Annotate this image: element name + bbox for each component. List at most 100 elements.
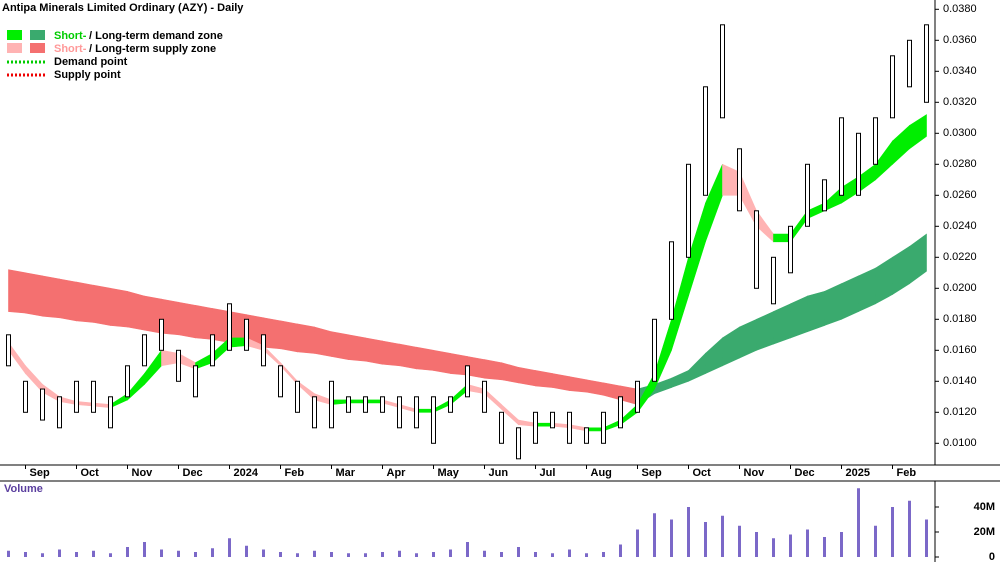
price-bar xyxy=(516,427,521,460)
y-tick-label: 0.0340 xyxy=(943,65,977,77)
volume-bar xyxy=(534,552,537,557)
legend-label: Supply point xyxy=(54,69,121,81)
zones xyxy=(8,114,927,432)
zone-segment xyxy=(178,301,196,339)
zone-segment xyxy=(858,267,876,313)
volume-bar xyxy=(279,552,282,557)
price-bar xyxy=(890,55,895,119)
zone-segment xyxy=(382,340,400,367)
zone-segment xyxy=(8,269,26,314)
volume-bar xyxy=(687,507,690,557)
price-bar xyxy=(771,256,776,305)
price-bar xyxy=(227,303,232,351)
zone-segment xyxy=(42,275,60,319)
zone-segment xyxy=(144,295,162,334)
y-tick-label: 0.0220 xyxy=(943,251,977,263)
x-tick-label: Nov xyxy=(132,467,154,479)
y-tick-label: 0.0240 xyxy=(943,220,977,232)
price-bar xyxy=(465,365,470,398)
price-bar xyxy=(125,365,130,398)
price-bar xyxy=(380,396,385,413)
volume-bar xyxy=(330,552,333,557)
x-tick-label: Aug xyxy=(591,467,612,479)
volume-bar xyxy=(398,550,401,557)
volume-bar xyxy=(619,544,622,557)
price-bar xyxy=(737,148,742,212)
volume-bar xyxy=(636,529,639,557)
zone-segment xyxy=(280,320,298,353)
zone-segment xyxy=(433,349,451,374)
zone-segment xyxy=(535,370,553,388)
price-bar xyxy=(669,241,674,320)
zone-segment xyxy=(161,298,179,336)
legend-short: Short- xyxy=(54,43,87,55)
x-tick-label: Jun xyxy=(489,467,509,479)
y-tick-label: 0.0320 xyxy=(943,96,977,108)
x-tick-label: May xyxy=(438,467,460,479)
zone-segment xyxy=(25,272,43,317)
volume-bar xyxy=(840,532,843,557)
zone-segment xyxy=(807,291,825,333)
zone-segment xyxy=(365,337,383,365)
price-bar xyxy=(584,427,589,444)
volume-bar xyxy=(755,532,758,557)
zone-segment xyxy=(399,343,417,370)
chart-title: Antipa Minerals Limited Ordinary (AZY) -… xyxy=(2,2,244,14)
zone-segment xyxy=(314,326,332,357)
price-bar xyxy=(754,210,759,289)
x-tick-label: Feb xyxy=(897,467,917,479)
price-bar xyxy=(278,365,283,398)
volume-title: Volume xyxy=(4,483,43,495)
zone-segment xyxy=(127,291,145,331)
price-bar xyxy=(74,380,79,413)
price-bar xyxy=(108,396,113,429)
x-tick-label: Mar xyxy=(336,467,356,479)
price-bar xyxy=(448,396,453,413)
price-bar xyxy=(23,380,28,413)
price-bar xyxy=(57,396,62,429)
legend: Short- / Long-term demand zone Short- / … xyxy=(7,30,223,81)
volume-bar xyxy=(772,538,775,557)
volume-bar xyxy=(296,553,299,557)
price-bar xyxy=(261,334,266,367)
volume-bar xyxy=(568,549,571,557)
price-bar xyxy=(839,117,844,196)
zone-segment xyxy=(229,337,247,348)
zone-segment xyxy=(467,356,485,379)
volume-bar xyxy=(75,552,78,557)
price-bar xyxy=(482,380,487,413)
x-tick-label: Oct xyxy=(693,467,712,479)
zone-segment xyxy=(841,275,859,320)
y-tick-label: 0.0280 xyxy=(943,158,977,170)
volume-bar xyxy=(483,550,486,557)
volume-bar xyxy=(432,552,435,557)
volume-bar xyxy=(908,500,911,557)
price-bar xyxy=(397,396,402,429)
volume-bar xyxy=(857,488,860,557)
price-bar xyxy=(40,388,45,421)
zone-segment xyxy=(790,295,808,339)
zone-segment xyxy=(331,331,349,360)
x-tick-label: Oct xyxy=(81,467,100,479)
price-bar xyxy=(720,24,725,119)
price-bar xyxy=(822,179,827,212)
y-tick-label: 0.0120 xyxy=(943,406,977,418)
volume-bar xyxy=(364,553,367,557)
legend-swatch xyxy=(7,30,22,40)
zone-segment xyxy=(773,233,791,243)
x-tick-label: Dec xyxy=(183,467,203,479)
zone-segment xyxy=(416,346,434,371)
volume-bar xyxy=(551,553,554,557)
price-bar xyxy=(703,86,708,196)
volume-tick-label: 20M xyxy=(974,526,995,538)
zone-segment xyxy=(586,427,604,432)
zone-segment xyxy=(416,408,434,413)
price-bar xyxy=(329,380,334,429)
volume-bar xyxy=(891,507,894,557)
y-tick-label: 0.0180 xyxy=(943,313,977,325)
volume-tick-label: 0 xyxy=(989,551,995,562)
volume-bar xyxy=(109,553,112,557)
zone-segment xyxy=(263,317,281,350)
y-tick-label: 0.0360 xyxy=(943,34,977,46)
zone-segment xyxy=(552,373,570,391)
